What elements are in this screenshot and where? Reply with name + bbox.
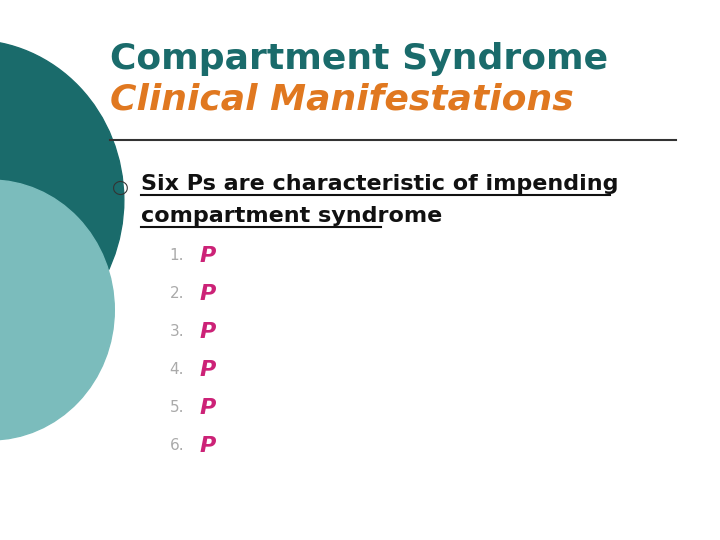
Circle shape	[0, 40, 124, 360]
Text: P: P	[200, 398, 216, 418]
Text: ○: ○	[112, 178, 130, 197]
Circle shape	[0, 180, 114, 440]
Text: 5.: 5.	[169, 400, 184, 415]
Text: P: P	[200, 284, 216, 304]
Text: P: P	[200, 436, 216, 456]
Text: P: P	[200, 246, 216, 266]
Text: Compartment Syndrome: Compartment Syndrome	[109, 42, 608, 76]
Text: compartment syndrome: compartment syndrome	[141, 206, 442, 226]
Text: 2.: 2.	[169, 286, 184, 301]
Text: P: P	[200, 322, 216, 342]
Text: 1.: 1.	[169, 248, 184, 263]
Text: 6.: 6.	[169, 438, 184, 453]
Text: P: P	[200, 360, 216, 380]
Text: 3.: 3.	[169, 324, 184, 339]
Text: Clinical Manifestations: Clinical Manifestations	[109, 82, 573, 116]
Text: 4.: 4.	[169, 362, 184, 377]
Text: Six Ps are characteristic of impending: Six Ps are characteristic of impending	[141, 174, 618, 194]
